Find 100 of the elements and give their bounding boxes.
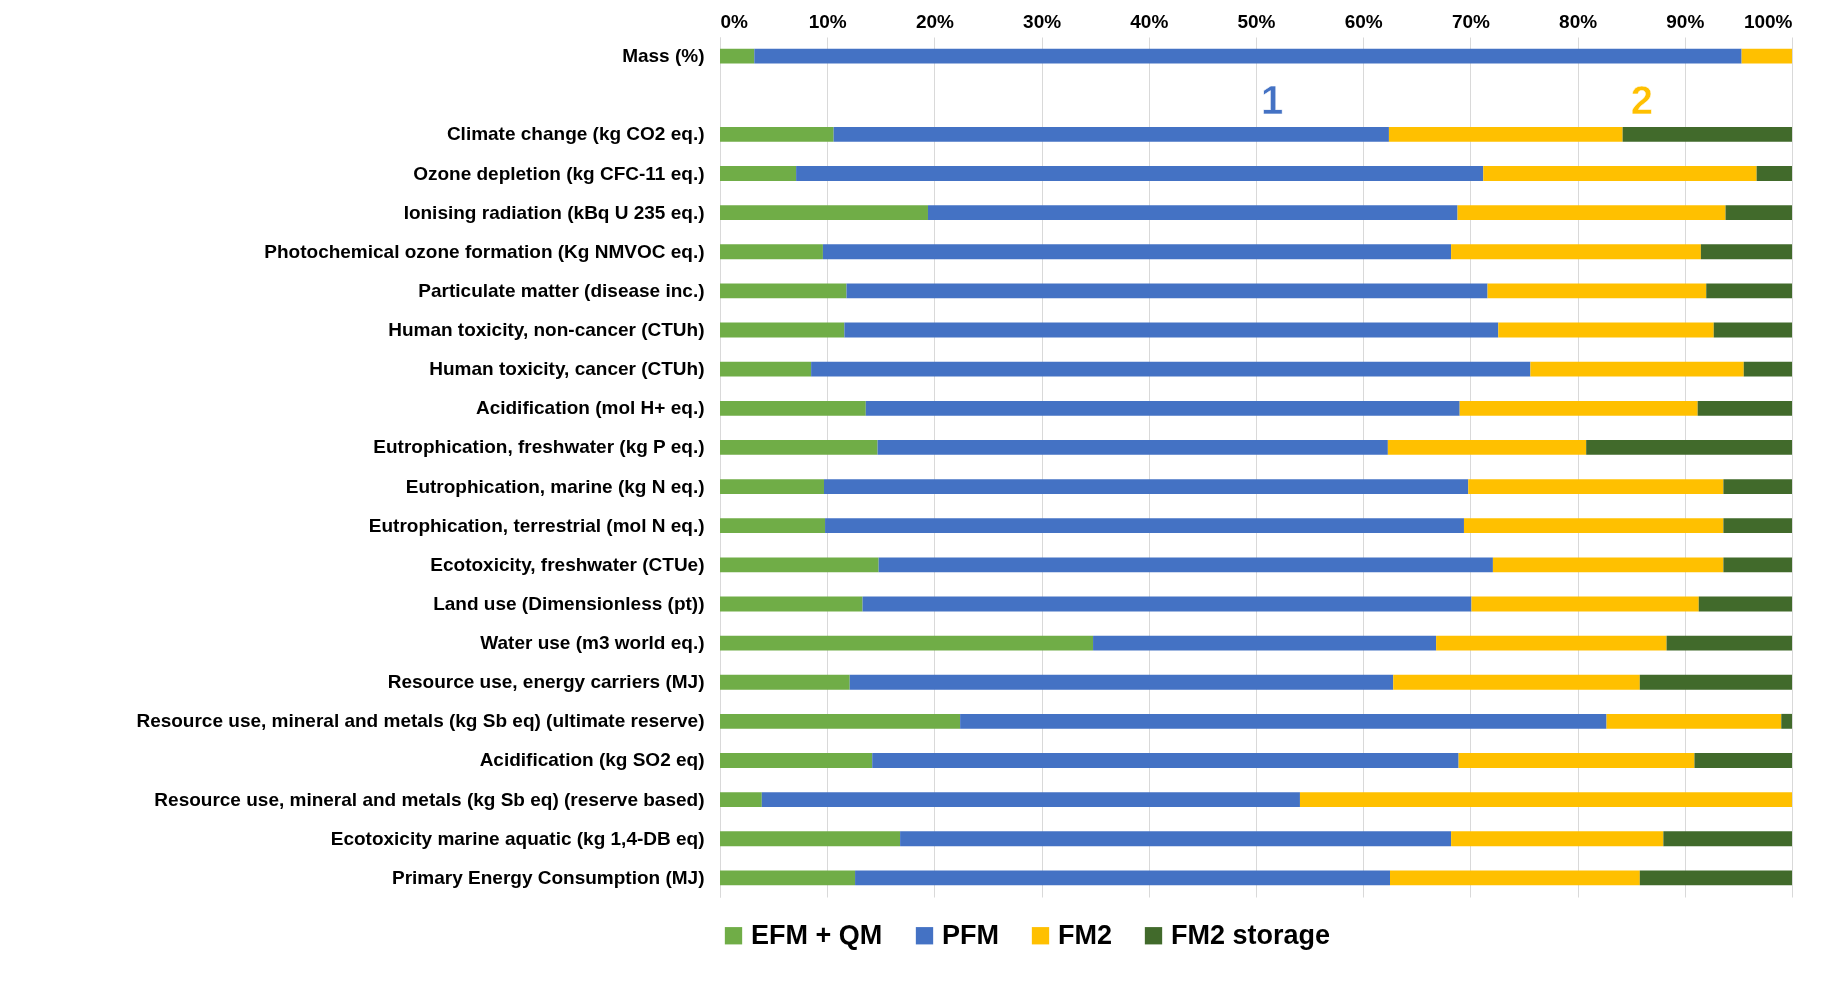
y-tick-label: Eutrophication, terrestrial (mol N eq.) bbox=[368, 514, 705, 536]
y-tick-label: Mass (%) bbox=[622, 45, 705, 67]
y-tick-label: Resource use, mineral and metals (kg Sb eq) (ultimate reserve) bbox=[136, 710, 705, 732]
bar bbox=[1471, 596, 1699, 612]
bar bbox=[1723, 479, 1792, 494]
bar bbox=[720, 713, 961, 729]
annotation: 2 bbox=[1630, 77, 1654, 122]
bar bbox=[720, 831, 901, 847]
bar bbox=[865, 400, 1460, 416]
bar bbox=[833, 126, 1389, 142]
bar bbox=[862, 596, 1472, 612]
bar bbox=[1586, 440, 1792, 455]
bar bbox=[1723, 518, 1792, 534]
x-tick-label: 0% bbox=[720, 10, 749, 32]
bar bbox=[960, 713, 1607, 729]
bar bbox=[846, 283, 1488, 299]
bar bbox=[822, 244, 1452, 260]
y-tick-label: Human toxicity, cancer (CTUh) bbox=[429, 358, 705, 380]
bar bbox=[1666, 635, 1792, 651]
bar bbox=[1694, 753, 1792, 768]
legend-label: FM2 bbox=[1058, 919, 1112, 950]
y-tick-label: Eutrophication, marine (kg N eq.) bbox=[405, 475, 705, 497]
bar bbox=[1639, 870, 1792, 886]
bar bbox=[720, 518, 826, 534]
bar bbox=[720, 753, 873, 768]
bar bbox=[761, 792, 1300, 808]
bar bbox=[1756, 166, 1792, 181]
bar bbox=[900, 831, 1452, 847]
y-tick-label: Human toxicity, non-cancer (CTUh) bbox=[388, 319, 705, 341]
bar bbox=[878, 557, 1493, 573]
bar bbox=[844, 322, 1499, 338]
bar bbox=[720, 361, 812, 377]
bar bbox=[1741, 48, 1792, 64]
bar bbox=[720, 283, 847, 299]
x-tick-label: 40% bbox=[1130, 10, 1169, 32]
bar bbox=[1483, 166, 1757, 181]
bar bbox=[720, 440, 878, 455]
bar bbox=[1299, 792, 1792, 808]
bar bbox=[1622, 126, 1792, 142]
bar bbox=[720, 126, 834, 142]
x-tick-label: 20% bbox=[915, 10, 955, 32]
bar bbox=[1743, 361, 1792, 377]
bar bbox=[927, 205, 1458, 221]
y-tick-label: Land use (Dimensionless (pt)) bbox=[433, 592, 705, 614]
bar bbox=[720, 244, 823, 260]
bar bbox=[877, 440, 1388, 455]
bar bbox=[1436, 635, 1667, 651]
legend-label: EFM + QM bbox=[751, 919, 883, 950]
annotation: 1 bbox=[1260, 77, 1284, 122]
bar bbox=[1723, 557, 1792, 573]
y-tick-label: Primary Energy Consumption (MJ) bbox=[392, 866, 705, 888]
bar bbox=[811, 361, 1531, 377]
y-tick-label: Eutrophication, freshwater (kg P eq.) bbox=[373, 436, 705, 458]
bar bbox=[720, 166, 797, 181]
bar bbox=[720, 557, 879, 573]
bar bbox=[754, 48, 1742, 64]
y-tick-label: Water use (m3 world eq.) bbox=[480, 632, 705, 654]
bar bbox=[720, 596, 863, 612]
bar bbox=[1468, 479, 1724, 494]
y-tick-label: Photochemical ozone formation (Kg NMVOC eq.) bbox=[264, 240, 705, 262]
bar bbox=[1387, 440, 1587, 455]
bar bbox=[823, 479, 1469, 494]
bar bbox=[1459, 400, 1698, 416]
legend-label: FM2 storage bbox=[1171, 919, 1331, 950]
bar bbox=[1639, 674, 1792, 690]
y-tick-label: Ionising radiation (kBq U 235 eq.) bbox=[403, 201, 705, 223]
bar bbox=[1725, 205, 1792, 221]
x-tick-label: 10% bbox=[808, 10, 847, 32]
y-tick-label: Ecotoxicity, freshwater (CTUe) bbox=[430, 553, 705, 575]
x-tick-label: 80% bbox=[1559, 10, 1598, 32]
bar bbox=[1457, 205, 1726, 221]
bar bbox=[1458, 753, 1695, 768]
bar bbox=[1698, 596, 1792, 612]
x-tick-label: 90% bbox=[1666, 10, 1705, 32]
bar bbox=[720, 674, 850, 690]
bar bbox=[1530, 361, 1744, 377]
bar bbox=[720, 400, 866, 416]
bar bbox=[1487, 283, 1707, 299]
y-tick-label: Resource use, energy carriers (MJ) bbox=[387, 671, 705, 693]
bar bbox=[1706, 283, 1792, 299]
bar bbox=[720, 635, 1094, 651]
bar bbox=[1093, 635, 1437, 651]
bar bbox=[1492, 557, 1724, 573]
bar bbox=[720, 322, 845, 338]
x-tick-label: 30% bbox=[1023, 10, 1062, 32]
bar bbox=[1663, 831, 1792, 847]
y-tick-label: Ecotoxicity marine aquatic (kg 1,4-DB eq) bbox=[330, 827, 705, 849]
bar bbox=[796, 166, 1484, 181]
bar bbox=[1451, 831, 1664, 847]
y-tick-label: Climate change (kg CO2 eq.) bbox=[446, 123, 705, 145]
legend-label: PFM bbox=[942, 919, 999, 950]
bar bbox=[825, 518, 1464, 534]
x-tick-label: 100% bbox=[1743, 10, 1793, 32]
bar bbox=[720, 870, 856, 886]
y-tick-label: Acidification (mol H+ eq.) bbox=[475, 397, 705, 419]
bar bbox=[1393, 674, 1640, 690]
bar bbox=[720, 205, 928, 221]
bar bbox=[872, 753, 1459, 768]
bar bbox=[1390, 870, 1640, 886]
y-tick-label: Resource use, mineral and metals (kg Sb eq) (reserve based) bbox=[154, 788, 705, 810]
